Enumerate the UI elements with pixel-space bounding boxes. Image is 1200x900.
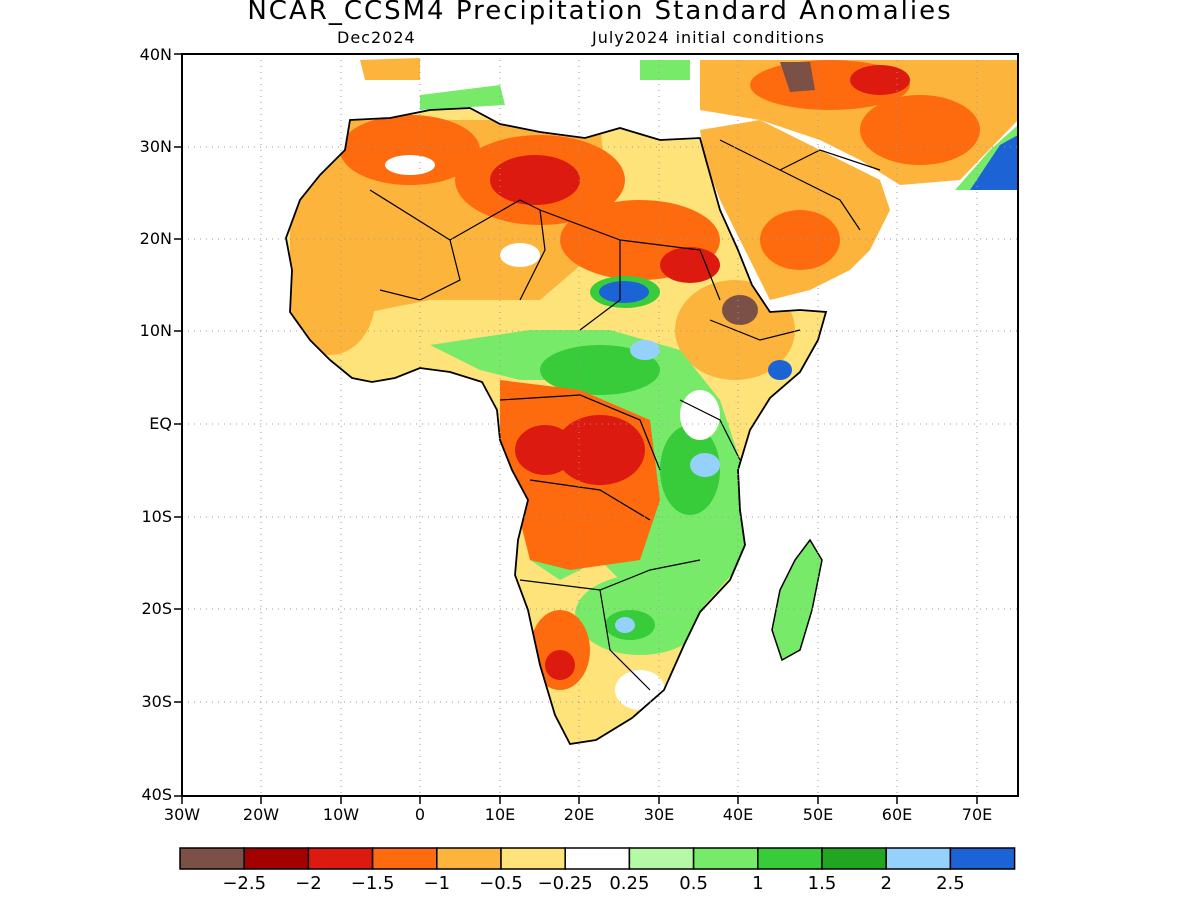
colorbar-swatch: [692, 847, 759, 870]
lat-label: 40N: [139, 45, 172, 64]
lat-label: EQ: [149, 414, 172, 433]
colorbar: [179, 847, 1016, 870]
colorbar-label: 0.5: [679, 873, 708, 894]
initial-conditions: July2024 initial conditions: [592, 28, 825, 47]
country-borders: [369, 139, 881, 691]
lon-label: 10E: [484, 805, 516, 824]
colorbar-swatch: [371, 847, 438, 870]
colorbar-label: 1.5: [807, 873, 837, 894]
madagascar: [771, 538, 823, 662]
graticule: [182, 54, 1018, 796]
lon-label: 0: [414, 805, 426, 824]
colorbar-label: −2: [295, 873, 322, 894]
colorbar-label: 2.5: [936, 873, 965, 894]
lon-label: 20W: [242, 805, 280, 824]
colorbar-label: −2.5: [222, 873, 267, 894]
colorbar-swatch: [307, 847, 374, 870]
colorbar-swatch: [821, 847, 887, 870]
lat-label: 10N: [139, 321, 172, 340]
lat-label: 20N: [139, 229, 172, 248]
lon-label: 10W: [322, 805, 360, 824]
colorbar-swatch: [179, 847, 245, 870]
lat-label: 20S: [141, 599, 172, 618]
colorbar-label: 1: [752, 873, 764, 894]
lon-label: 60E: [881, 805, 913, 824]
forecast-month: Dec2024: [337, 28, 416, 47]
colorbar-swatch: [436, 847, 502, 870]
colorbar-label: −0.25: [537, 873, 593, 894]
colorbar-swatch: [757, 847, 823, 870]
lat-label: 40S: [141, 785, 172, 804]
lon-label: 20E: [563, 805, 595, 824]
colorbar-swatch: [500, 847, 566, 870]
map-title: NCAR_CCSM4 Precipitation Standard Anomal…: [247, 0, 953, 26]
colorbar-label: −1.5: [350, 873, 395, 894]
colorbar-swatch: [243, 847, 310, 870]
colorbar-label: −0.5: [479, 873, 523, 894]
lat-label: 30S: [141, 692, 172, 711]
colorbar-label: 0.25: [609, 873, 650, 894]
lon-label: 30W: [163, 805, 201, 824]
colorbar-label: −1: [423, 873, 451, 894]
colorbar-swatch: [885, 847, 952, 870]
colorbar-swatch: [949, 847, 1016, 870]
lon-label: 40E: [722, 805, 754, 824]
lon-label: 50E: [802, 805, 834, 824]
lat-label: 10S: [141, 507, 172, 526]
map-frame: [181, 53, 1019, 797]
lon-label: 30E: [643, 805, 675, 824]
colorbar-label: 2: [880, 873, 892, 894]
colorbar-swatch: [564, 847, 631, 870]
lon-label: 70E: [961, 805, 993, 824]
lat-label: 30N: [139, 137, 172, 156]
colorbar-swatch: [628, 847, 695, 870]
axis-ticks: [174, 53, 978, 804]
